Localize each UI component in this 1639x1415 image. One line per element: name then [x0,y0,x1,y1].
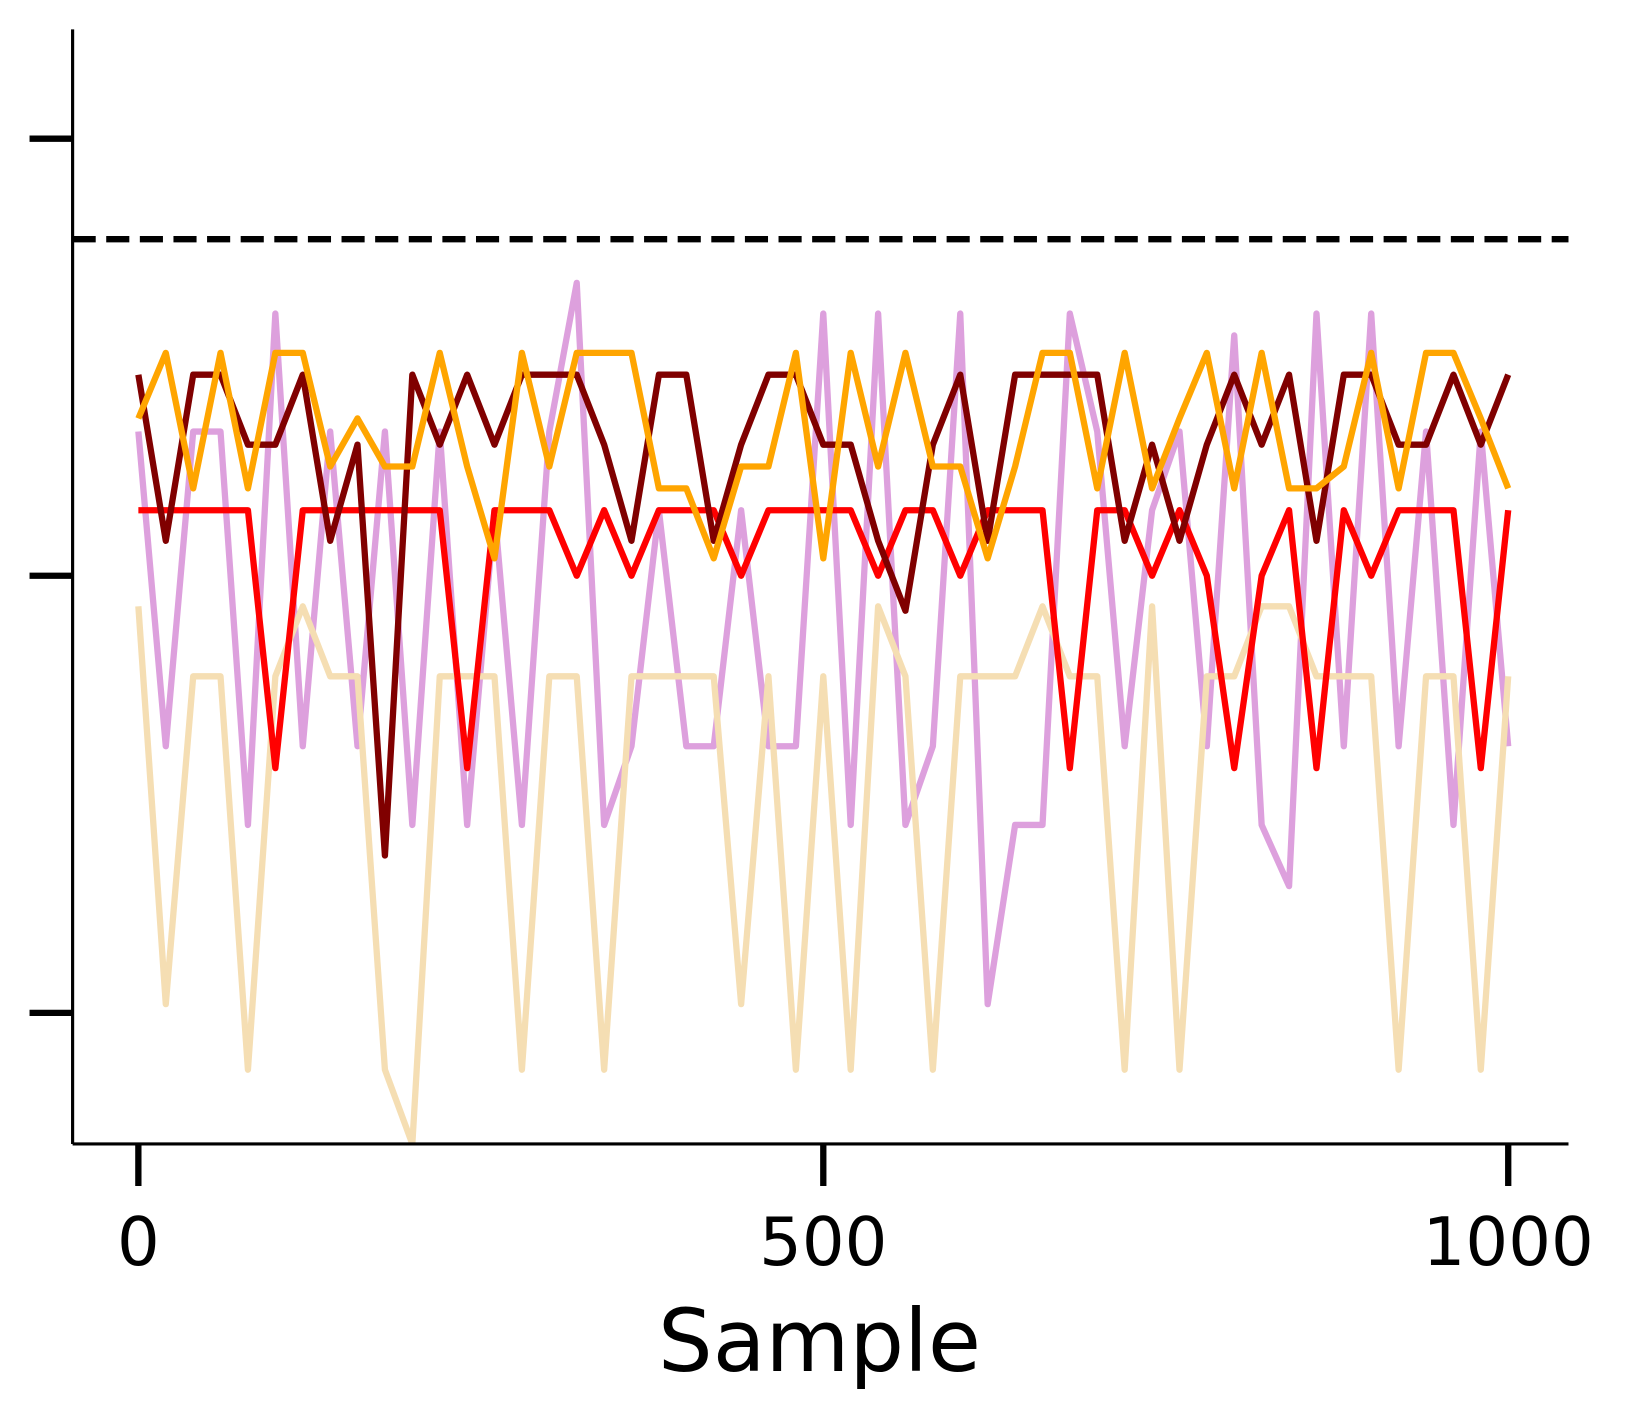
x-tick-label: 1000 [1423,1203,1594,1281]
series-line [135,349,1512,562]
series-line [135,603,1512,1144]
x-axis-label: Sample [658,1292,981,1392]
series-line [138,507,1512,772]
x-tick-label: 500 [759,1203,887,1281]
series-line [135,279,1512,1008]
series-line [135,371,1512,859]
x-tick-label: 0 [117,1203,160,1281]
